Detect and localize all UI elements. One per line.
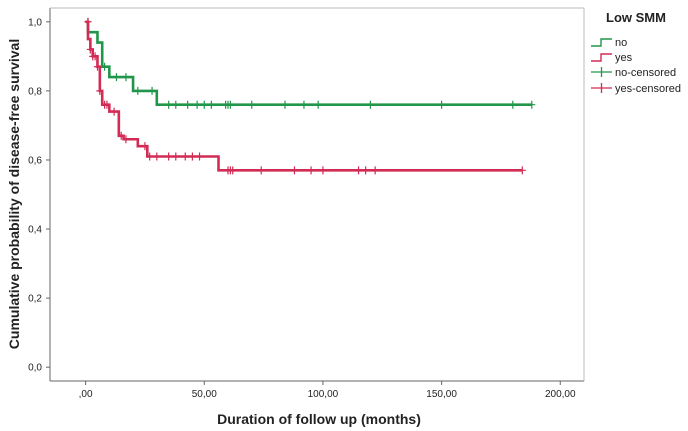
censor-mark-no (300, 100, 308, 109)
censor-mark-no (200, 100, 208, 109)
censor-mark-no (314, 100, 322, 109)
y-tick-label: 0,0 (28, 363, 42, 374)
y-tick-label: 0,6 (28, 155, 42, 166)
censor-mark-no (366, 100, 374, 109)
censor-mark-no (509, 100, 517, 109)
y-tick-label: 0,2 (28, 294, 42, 305)
censor-mark-yes (117, 131, 125, 140)
censor-mark-yes (91, 52, 99, 61)
censor-mark-no (172, 100, 180, 109)
censor-mark-yes (110, 107, 118, 116)
censor-mark-no (165, 100, 173, 109)
x-ticks: ,00 50,00 100,00 150,00 200,00 (79, 381, 576, 400)
censor-mark-yes (165, 152, 173, 161)
censor-mark-yes (188, 152, 196, 161)
censor-mark-yes (518, 166, 526, 175)
legend: Low SMM no yes no-censored yes-censored (591, 10, 681, 95)
legend-title: Low SMM (606, 10, 666, 25)
censor-mark-yes (355, 166, 363, 175)
censor-mark-yes (257, 166, 265, 175)
survival-line-yes (85, 20, 523, 172)
legend-items: no yes no-censored yes-censored (591, 37, 681, 95)
y-ticks: 0,0 0,2 0,4 0,6 0,8 1,0 (28, 17, 50, 374)
censor-mark-yes (172, 152, 180, 161)
censor-mark-yes (84, 17, 92, 26)
censor-mark-no (148, 86, 156, 95)
censor-mark-no (281, 100, 289, 109)
legend-label: no (615, 37, 627, 49)
legend-swatch (591, 53, 612, 62)
censor-mark-yes (371, 166, 379, 175)
censor-mark-no (193, 100, 201, 109)
y-axis-title: Cumulative probability of disease-free s… (6, 39, 22, 349)
y-tick-label: 0,8 (28, 86, 42, 97)
censor-mark-yes (362, 166, 370, 175)
censor-mark-no (184, 100, 192, 109)
censor-mark-yes (307, 166, 315, 175)
plot-area: 0,0 0,2 0,4 0,6 0,8 1,0 ,00 50,00 100,00 150,00 2… (28, 7, 585, 400)
censor-mark-yes (103, 100, 111, 109)
x-tick-label: 50,00 (192, 389, 217, 400)
censor-mark-yes (196, 152, 204, 161)
censor-mark-no (112, 73, 120, 82)
censor-mark-no (122, 73, 130, 82)
censor-mark-yes (93, 62, 101, 71)
censor-mark-yes (181, 152, 189, 161)
censor-mark-yes (141, 142, 149, 151)
censor-mark-no (134, 86, 142, 95)
censor-mark-yes (319, 166, 327, 175)
censor-mark-no (438, 100, 446, 109)
censor-mark-no (248, 100, 256, 109)
x-tick-label: ,00 (79, 389, 93, 400)
series-layer (84, 17, 536, 175)
legend-label: no-censored (615, 67, 676, 79)
y-tick-label: 1,0 (28, 17, 42, 28)
x-axis-title: Duration of follow up (months) (217, 411, 421, 427)
legend-swatch (591, 83, 612, 93)
legend-item: yes (591, 52, 633, 64)
y-tick-label: 0,4 (28, 225, 42, 236)
x-tick-label: 200,00 (545, 389, 576, 400)
legend-item: no-censored (591, 67, 676, 79)
censor-mark-yes (153, 152, 161, 161)
legend-swatch (591, 67, 612, 77)
censor-mark-no (101, 62, 109, 71)
legend-label: yes-censored (615, 83, 681, 95)
legend-swatch (591, 38, 612, 47)
censor-mark-yes (122, 135, 130, 144)
censor-mark-yes (229, 166, 237, 175)
x-tick-label: 100,00 (308, 389, 339, 400)
legend-item: yes-censored (591, 83, 681, 95)
censor-mark-yes (86, 45, 94, 54)
censor-mark-yes (146, 152, 154, 161)
censor-mark-no (528, 100, 536, 109)
legend-label: yes (615, 52, 633, 64)
legend-item: no (591, 37, 627, 49)
censor-mark-no (226, 100, 234, 109)
censor-mark-no (207, 100, 215, 109)
censor-mark-yes (290, 166, 298, 175)
censor-mark-yes (96, 86, 104, 95)
x-tick-label: 150,00 (426, 389, 457, 400)
